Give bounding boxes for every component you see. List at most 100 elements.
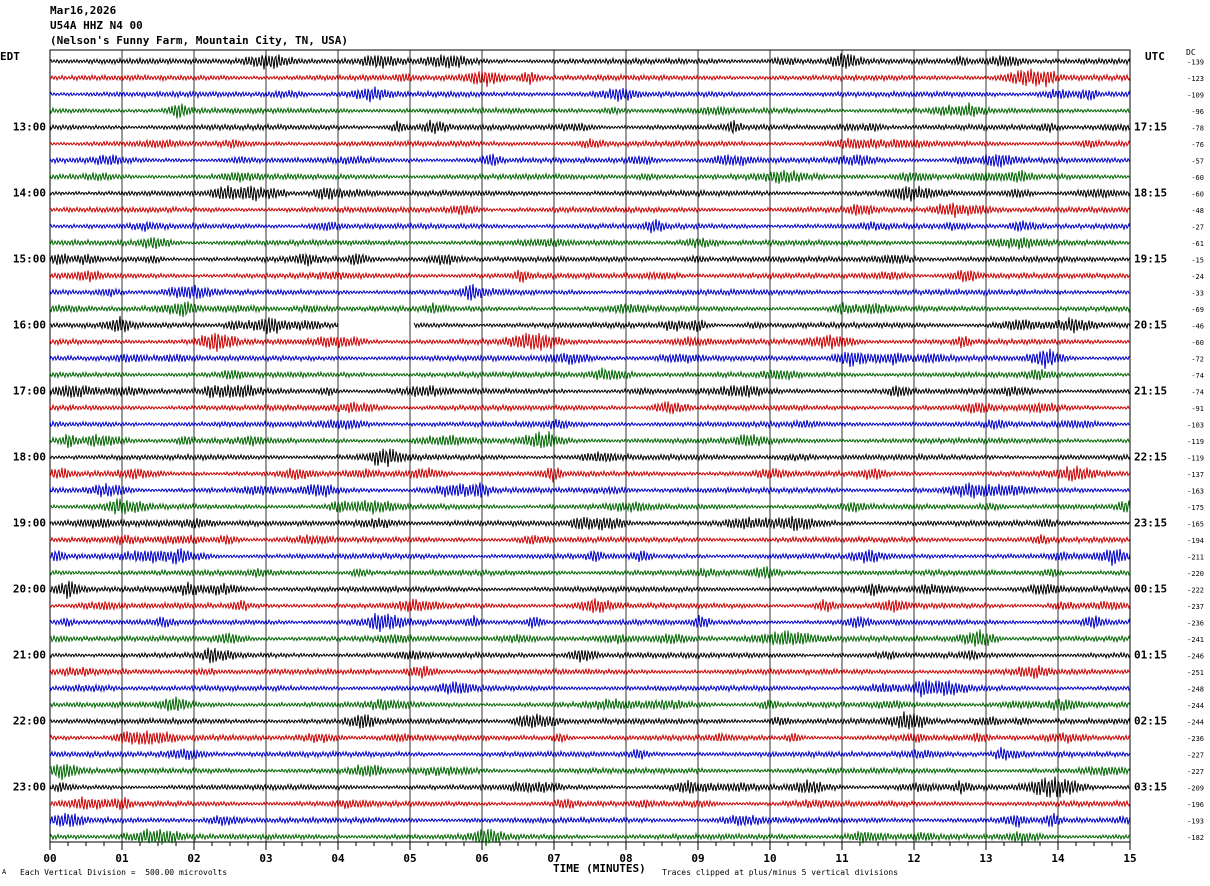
trace-line (49, 102, 1131, 119)
dc-offset-label: -227 (1187, 768, 1204, 776)
dc-offset-label: -175 (1187, 504, 1204, 512)
dc-offset-label: -244 (1187, 702, 1204, 710)
x-tick-label: 13 (979, 852, 992, 865)
x-tick-label: 12 (907, 852, 920, 865)
trace-line (49, 332, 1130, 352)
trace-line (49, 812, 1131, 828)
left-hour-label: 21:00 (13, 648, 46, 661)
left-hour-label: 15:00 (13, 252, 46, 265)
dc-offset-label: -209 (1187, 784, 1204, 792)
left-hour-label: 17:00 (13, 384, 46, 397)
trace-line (49, 401, 1131, 415)
dc-offset-label: -60 (1191, 190, 1204, 198)
trace-line (49, 776, 1131, 798)
x-tick-label: 10 (763, 852, 776, 865)
left-hour-label: 16:00 (13, 318, 46, 331)
dc-offset-label: -103 (1187, 421, 1204, 429)
date-title: Mar16,2026 (50, 4, 117, 17)
trace-line (49, 315, 1131, 335)
x-tick-label: 14 (1051, 852, 1065, 865)
dc-offset-label: -237 (1187, 603, 1204, 611)
trace-line (49, 796, 1131, 810)
dc-offset-label: -57 (1191, 157, 1204, 165)
x-tick-label: 09 (691, 852, 704, 865)
right-hour-label: 21:15 (1134, 384, 1167, 397)
right-hour-label: 03:15 (1134, 780, 1167, 793)
trace-line (49, 284, 1131, 301)
right-hour-label: 01:15 (1134, 648, 1167, 661)
dc-offset-label: -222 (1187, 586, 1204, 594)
trace-line (49, 348, 1131, 369)
station-title: U54A HHZ N4 00 (50, 19, 143, 32)
dc-offset-label: -69 (1191, 306, 1204, 314)
left-hour-labels: 13:00 14:00 15:00 16:00 17:00 18:00 19:00 20:00… (13, 120, 46, 793)
dc-offset-label: -78 (1191, 124, 1204, 132)
dc-offset-label: -227 (1187, 751, 1204, 759)
trace-line (49, 202, 1131, 218)
seismic-traces (49, 53, 1131, 847)
dc-offset-label: -74 (1191, 372, 1204, 380)
dc-offset-label: -61 (1191, 240, 1204, 248)
dc-offset-label: -119 (1187, 438, 1204, 446)
trace-line (49, 431, 1131, 449)
trace-line (49, 137, 1131, 150)
left-hour-label: 13:00 (13, 120, 46, 133)
trace-line (49, 763, 1131, 781)
trace-line (49, 119, 1131, 135)
dc-offset-label: -241 (1187, 636, 1204, 644)
trace-line (49, 169, 1131, 184)
dc-offset-label: -96 (1191, 108, 1204, 116)
dc-offset-label: -139 (1187, 58, 1204, 66)
dc-header-label: DC (1186, 48, 1196, 57)
trace-line (49, 533, 1131, 546)
dc-offset-label: -109 (1187, 91, 1204, 99)
dc-offset-label: -119 (1187, 454, 1204, 462)
trace-line (49, 548, 1131, 566)
right-timezone-label: UTC (1145, 50, 1165, 63)
dc-offset-label: -24 (1191, 273, 1204, 281)
trace-line (49, 498, 1131, 515)
clip-note: Traces clipped at plus/minus 5 vertical … (662, 868, 899, 877)
trace-line (49, 580, 1131, 599)
trace-line (49, 418, 1131, 430)
trace-line (49, 384, 1131, 399)
dc-offset-label: -48 (1191, 207, 1204, 215)
x-tick-label: 01 (115, 852, 129, 865)
dc-offset-label: -182 (1187, 834, 1204, 842)
dc-offset-label: -72 (1191, 355, 1204, 363)
left-hour-label: 19:00 (13, 516, 46, 529)
trace-line (49, 711, 1131, 730)
dc-offset-label: -46 (1191, 322, 1204, 330)
trace-line (49, 448, 1131, 468)
x-tick-label: 02 (187, 852, 200, 865)
trace-line (49, 185, 1131, 202)
right-hour-label: 02:15 (1134, 714, 1167, 727)
x-tick-label: 04 (331, 852, 345, 865)
trace-line (49, 679, 1131, 698)
trace-line (49, 465, 1131, 483)
dc-offset-label: -236 (1187, 619, 1204, 627)
dc-offset-label: -193 (1187, 817, 1204, 825)
trace-line (49, 367, 1131, 381)
dc-offset-label: -74 (1191, 388, 1204, 396)
trace-line (49, 730, 1131, 745)
left-timezone-label: EDT (0, 50, 20, 63)
dc-offset-label: -33 (1191, 289, 1204, 297)
right-hour-label: 00:15 (1134, 582, 1167, 595)
location-title: (Nelson's Funny Farm, Mountain City, TN,… (50, 34, 349, 47)
trace-line (49, 86, 1131, 103)
right-hour-labels: 17:15 18:15 19:15 20:15 21:15 22:15 23:15 00:15… (1134, 120, 1167, 793)
dc-offset-label: -196 (1187, 801, 1204, 809)
trace-line (49, 237, 1131, 250)
left-hour-label: 18:00 (13, 450, 46, 463)
dc-offset-label: -137 (1187, 471, 1204, 479)
trace-line (49, 629, 1131, 647)
dc-offset-label: -91 (1191, 405, 1204, 413)
right-hour-label: 23:15 (1134, 516, 1167, 529)
trace-line (49, 746, 1131, 761)
trace-line (49, 696, 1131, 712)
corner-marker: A (2, 868, 7, 876)
dc-offset-label: -248 (1187, 685, 1204, 693)
scale-note: Each Vertical Division = 500.00 microvol… (20, 868, 228, 877)
